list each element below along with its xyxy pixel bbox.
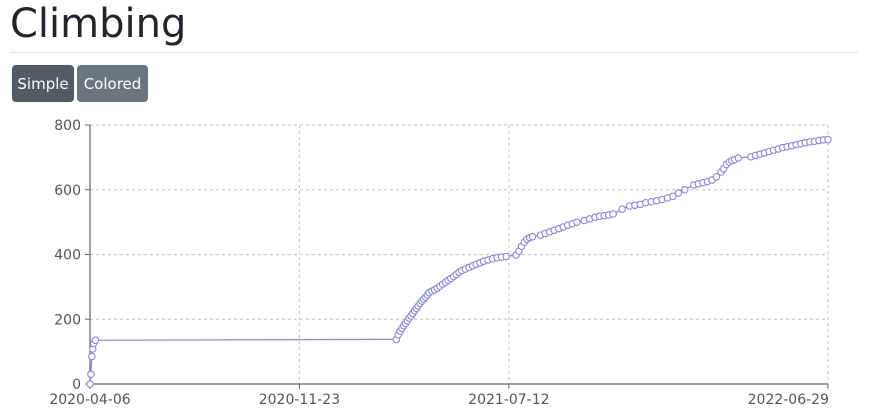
data-point — [674, 189, 683, 197]
y-tick-label: 200 — [54, 312, 81, 328]
x-tick-label: 2020-04-06 — [49, 392, 130, 408]
title-divider — [10, 52, 858, 53]
climbing-line-chart: 0 200 400 600 800 2020-04-06 2020-11-23 2021-07… — [49, 118, 832, 408]
page-title: Climbing — [10, 1, 187, 47]
data-point — [680, 186, 689, 194]
data-point — [86, 380, 94, 388]
data-point — [712, 173, 721, 181]
y-tick-label: 600 — [54, 183, 81, 199]
view-toggle-group: Simple Colored — [12, 65, 148, 102]
y-tick-label: 400 — [54, 248, 81, 264]
data-point — [528, 232, 537, 241]
data-point — [87, 370, 95, 379]
data-point — [618, 205, 626, 213]
y-tick-label: 0 — [72, 377, 81, 393]
data-point — [91, 336, 100, 345]
data-point — [824, 135, 832, 144]
data-point — [734, 154, 742, 162]
data-point — [669, 192, 677, 200]
x-tick-label: 2021-07-12 — [468, 392, 549, 408]
data-point — [88, 352, 96, 361]
y-tick-label: 800 — [54, 118, 81, 134]
data-point — [609, 210, 617, 218]
colored-button[interactable]: Colored — [77, 65, 148, 102]
x-tick-label: 2020-11-23 — [259, 392, 340, 408]
data-point — [573, 218, 581, 226]
simple-button[interactable]: Simple — [12, 65, 74, 102]
data-point — [502, 252, 510, 261]
x-tick-label: 2022-06-29 — [748, 392, 829, 408]
